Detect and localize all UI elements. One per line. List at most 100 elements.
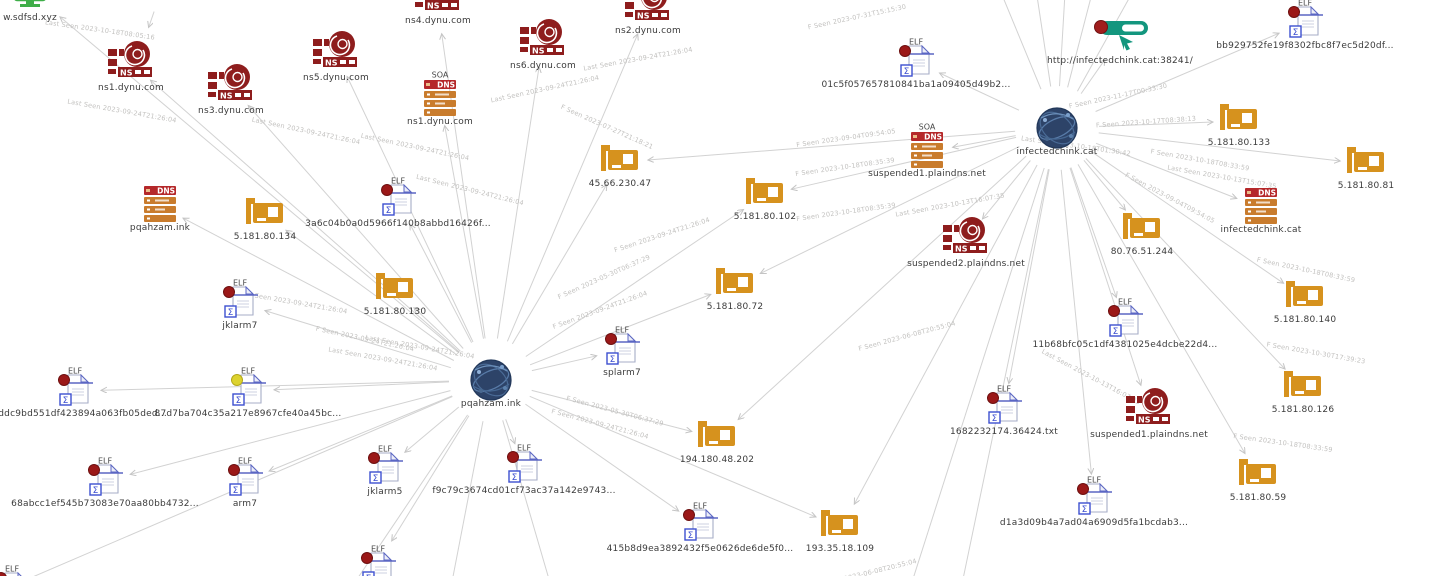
edge-line: [1003, 0, 1042, 90]
ip-card-icon: [1285, 280, 1325, 312]
edge-line: [983, 160, 1031, 219]
svg-text:NS: NS: [955, 245, 968, 254]
node-label: ns5.dynu.com: [303, 73, 369, 83]
nameserver-icon: NS: [625, 0, 671, 24]
svg-text:Σ: Σ: [1082, 505, 1088, 515]
svg-text:Σ: Σ: [233, 486, 239, 496]
node-label: 3a6c04b0a0d5966f140b8abbd16426f...: [305, 219, 491, 229]
edge-line: [392, 415, 470, 541]
node-label: 415b8d9ea3892432f5e0626de6de5f0...: [606, 544, 794, 554]
elf-type-label: ELF: [237, 456, 253, 466]
node-label: d1a3d09b4a7ad04a6909d5fa1bcdab3...: [999, 518, 1189, 528]
node-label: ns1.dynu.com: [407, 117, 473, 127]
elf-type-label: ELF: [908, 37, 924, 47]
node-label: jklarm5: [367, 487, 403, 497]
svg-text:Σ: Σ: [688, 531, 694, 541]
edge-line: [1080, 59, 1105, 94]
edge-line: [854, 164, 1038, 504]
elf-type-label: ELF: [614, 325, 630, 335]
edge-line: [529, 294, 711, 366]
svg-text:DNS: DNS: [1258, 189, 1276, 198]
edge-line: [1076, 0, 1129, 92]
edge-line: [505, 419, 515, 443]
svg-text:DNS: DNS: [924, 133, 942, 142]
edge-line: [531, 389, 692, 431]
file-icon: Σ: [898, 43, 934, 77]
edge-line: [913, 167, 1045, 576]
node-label: 5.181.80.59: [1229, 493, 1287, 503]
edge-line: [183, 218, 455, 361]
edge-line: [496, 67, 539, 339]
elf-type-label: ELF: [377, 444, 393, 454]
node-label: suspended1.plaindns.net: [868, 169, 986, 179]
file-icon: Σ: [1076, 481, 1112, 515]
node-label: 45.66.230.47: [588, 179, 652, 189]
node-label: suspended1.plaindns.net: [1090, 430, 1208, 440]
node-label: 194.180.48.202: [679, 455, 755, 465]
node-label: w.sdfsd.xyz: [3, 13, 57, 23]
file-icon: Σ: [360, 550, 396, 576]
file-icon: Σ: [0, 570, 30, 576]
edge-line: [151, 80, 460, 353]
node-label: infectedchink.cat: [1016, 147, 1098, 157]
edge-line: [101, 380, 450, 390]
elf-type-label: ELF: [97, 456, 113, 466]
edge-line: [1037, 0, 1052, 87]
edge-line: [274, 381, 450, 390]
edge-line: [1077, 164, 1245, 453]
elf-type-label: ELF: [1297, 0, 1313, 8]
file-icon: Σ: [230, 372, 266, 406]
edge-line: [525, 403, 678, 511]
file-icon: Σ: [87, 462, 123, 496]
svg-text:DNS: DNS: [157, 187, 175, 196]
svg-text:Σ: Σ: [904, 67, 910, 77]
node-label: 5.181.80.134: [233, 232, 297, 242]
svg-text:Σ: Σ: [228, 308, 234, 318]
ip-card-icon: [745, 177, 785, 209]
edge-line: [738, 155, 1027, 419]
elf-type-label: ELF: [390, 176, 406, 186]
node-label: arm7: [232, 499, 258, 509]
file-icon: Σ: [1287, 4, 1323, 38]
node-label: 1682232174.36424.txt: [950, 427, 1058, 437]
node-label: infectedchink.cat: [1220, 225, 1302, 235]
svg-text:NS: NS: [120, 69, 133, 78]
file-icon: Σ: [57, 372, 93, 406]
node-label: 5.181.80.102: [733, 212, 797, 222]
svg-text:Σ: Σ: [386, 206, 392, 216]
nameserver-icon: NS: [208, 64, 254, 104]
ip-card-icon: [245, 197, 285, 229]
file-icon: Σ: [682, 507, 718, 541]
edge-line: [1098, 122, 1213, 127]
dns-server-icon: DNS: [423, 80, 457, 116]
node-label: 68abcc1ef545b73083e70aa80bb4732...: [11, 499, 199, 509]
elf-type-label: ELF: [232, 278, 248, 288]
ip-card-icon: [1219, 103, 1259, 135]
edge-line: [1069, 167, 1141, 385]
node-label: ns6.dynu.com: [510, 61, 576, 71]
elf-type-label: ELF: [240, 366, 256, 376]
edge-line: [452, 421, 484, 576]
ip-card-icon: [600, 144, 640, 176]
domain-globe-icon: [1035, 106, 1079, 150]
svg-text:NS: NS: [220, 92, 233, 101]
edge-line: [248, 106, 464, 349]
node-label: 193.35.18.109: [805, 544, 875, 554]
dns-server-icon: DNS: [143, 186, 177, 222]
svg-text:Σ: Σ: [373, 474, 379, 484]
svg-text:Σ: Σ: [366, 574, 372, 576]
ip-card-icon: [715, 267, 755, 299]
edge-line: [358, 414, 469, 576]
url-icon: [1090, 19, 1150, 53]
edge-line: [940, 73, 1020, 111]
edge-line: [1067, 0, 1091, 88]
edge-line: [963, 168, 1049, 576]
edge-line: [130, 390, 451, 475]
node-label: 01c5f057657810841ba1a09405d49b2...: [821, 80, 1011, 90]
file-icon: Σ: [1107, 303, 1143, 337]
svg-text:NS: NS: [637, 12, 650, 21]
edge-line: [791, 136, 1017, 189]
svg-text:NS: NS: [427, 2, 440, 11]
